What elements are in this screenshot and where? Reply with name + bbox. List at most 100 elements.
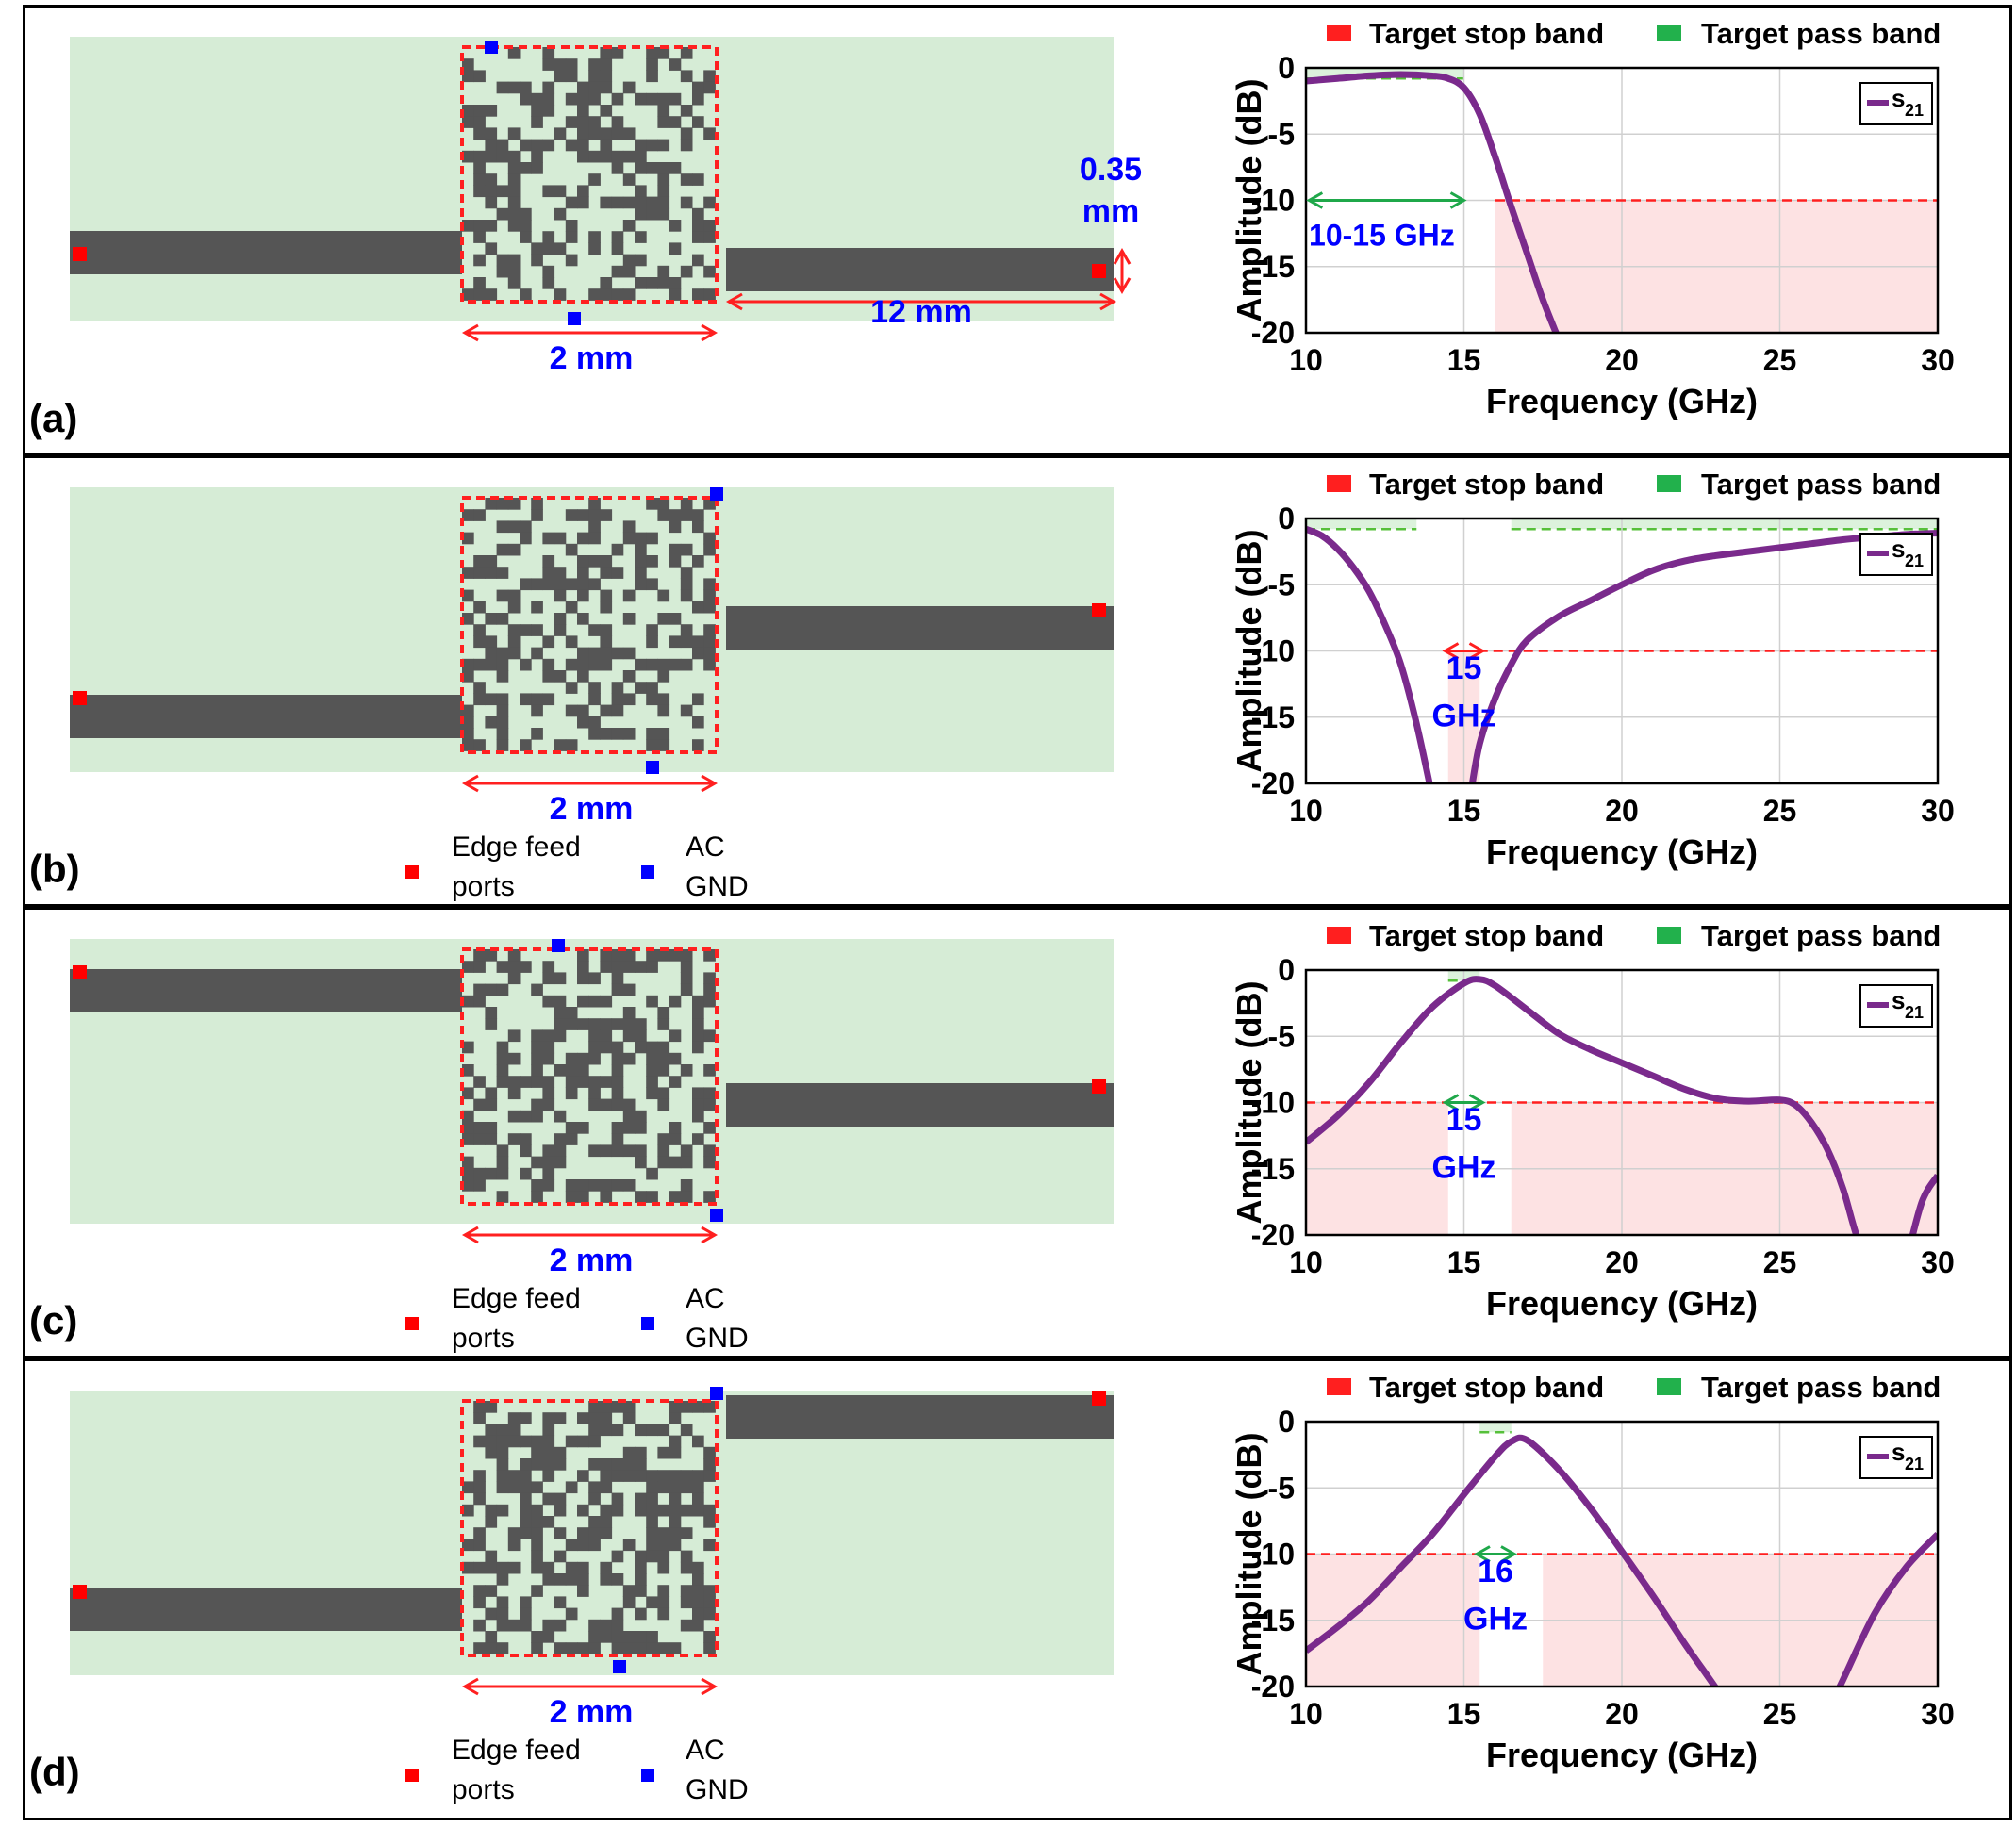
metal-pixel [588, 716, 601, 729]
metal-pixel [485, 1018, 498, 1030]
metal-pixel [669, 1052, 682, 1065]
metal-pixel [646, 1516, 658, 1528]
metal-pixel [588, 728, 601, 740]
x-tick-label: 30 [1921, 343, 1955, 377]
metal-pixel [577, 116, 589, 128]
metal-pixel [507, 601, 521, 614]
width-dimension-arrow-head [701, 323, 719, 342]
metal-pixel [565, 601, 578, 614]
metal-pixel [635, 1122, 647, 1134]
series-legend-label: s [1892, 986, 1905, 1014]
metal-pixel [646, 1631, 658, 1643]
metal-pixel [554, 567, 567, 579]
metal-pixel [554, 1156, 567, 1169]
metal-pixel [680, 1156, 693, 1169]
metal-pixel [496, 670, 509, 683]
panel-c: 2 mm Edge feed ports AC GND (c) 10 15 20 25 30 0 -5 -… [23, 907, 2012, 1358]
metal-pixel [507, 150, 521, 163]
gnd-port-label: GND [686, 871, 749, 902]
metal-pixel [703, 635, 716, 649]
metal-pixel [462, 1041, 474, 1054]
width-dimension-arrow-head [701, 1226, 719, 1244]
metal-pixel [680, 961, 693, 973]
metal-pixel [554, 739, 567, 751]
metal-pixel [507, 647, 521, 660]
x-tick-label: 10 [1289, 794, 1323, 828]
metal-pixel [588, 1412, 601, 1424]
metal-pixel [669, 1133, 682, 1145]
pass-band-legend-label: Target pass band [1701, 1371, 1941, 1404]
metal-pixel [588, 58, 601, 71]
metal-pixel [565, 70, 578, 83]
metal-pixel [611, 242, 624, 255]
metal-pixel [692, 1504, 704, 1517]
metal-pixel [680, 1504, 693, 1517]
metal-pixel [622, 1585, 636, 1597]
series-legend-subscript: 21 [1905, 1003, 1924, 1022]
metal-pixel [507, 47, 521, 59]
y-axis-label: Amplitude (dB) [1230, 981, 1268, 1225]
metal-pixel [692, 509, 704, 521]
metal-pixel [611, 693, 624, 706]
metal-pixel [542, 1516, 555, 1528]
metal-pixel [635, 254, 647, 267]
stop-band-legend-swatch [1327, 1378, 1351, 1395]
length-dimension-arrow-head [725, 292, 743, 311]
feed-port-label: ports [452, 871, 515, 902]
stop-band-legend-label: Target stop band [1369, 919, 1604, 952]
metal-pixel [680, 1481, 693, 1494]
metal-pixel [473, 693, 486, 706]
metal-pixel [531, 1561, 543, 1574]
input-trace [70, 231, 462, 274]
metal-pixel [635, 682, 647, 694]
metal-pixel [496, 498, 509, 510]
target-band-arrow-head [1500, 1545, 1518, 1563]
metal-pixel [680, 949, 693, 962]
metal-pixel [646, 47, 658, 59]
metal-pixel [588, 647, 601, 660]
metal-pixel [703, 1516, 716, 1528]
metal-pixel [542, 670, 555, 683]
y-tick-label: -5 [1268, 568, 1295, 601]
layout-drawing: 2 mm 12 mm 0.35 mm [70, 37, 1142, 376]
metal-pixel [520, 1596, 532, 1609]
metal-pixel [669, 1504, 682, 1517]
metal-pixel [703, 1401, 716, 1413]
feed-port-swatch [405, 1317, 419, 1330]
metal-pixel [588, 1492, 601, 1506]
metal-pixel [473, 254, 486, 267]
target-band-note: 15 [1446, 1102, 1482, 1138]
metal-pixel [611, 1504, 624, 1517]
metal-pixel [531, 1550, 543, 1563]
metal-pixel [657, 1446, 670, 1459]
series-line-s21 [1306, 976, 1860, 1235]
metal-pixel [577, 185, 589, 198]
metal-pixel [520, 658, 532, 671]
metal-pixel [611, 972, 624, 985]
metal-pixel [635, 555, 647, 568]
metal-pixel [600, 1041, 613, 1054]
metal-pixel [692, 116, 704, 128]
length-dimension-arrow-head [1099, 292, 1117, 311]
metal-pixel [611, 1424, 624, 1437]
metal-pixel [485, 1607, 498, 1621]
metal-pixel [485, 1401, 498, 1413]
metal-pixel [622, 647, 636, 660]
metal-pixel [577, 1052, 589, 1065]
metal-pixel [703, 1122, 716, 1134]
metal-pixel [588, 972, 601, 985]
metal-pixel [635, 1550, 647, 1563]
metal-pixel [600, 1412, 613, 1424]
metal-pixel [473, 105, 486, 117]
metal-pixel [554, 1446, 567, 1459]
metal-pixel [692, 1435, 704, 1448]
metal-pixel [588, 70, 601, 83]
metal-pixel [657, 1424, 670, 1437]
metal-pixel [542, 1156, 555, 1169]
metal-pixel [542, 265, 555, 278]
metal-pixel [646, 196, 658, 209]
feed-port-label: ports [452, 1774, 515, 1805]
metal-pixel [542, 578, 555, 591]
metal-pixel [635, 196, 647, 209]
metal-pixel [542, 1029, 555, 1043]
